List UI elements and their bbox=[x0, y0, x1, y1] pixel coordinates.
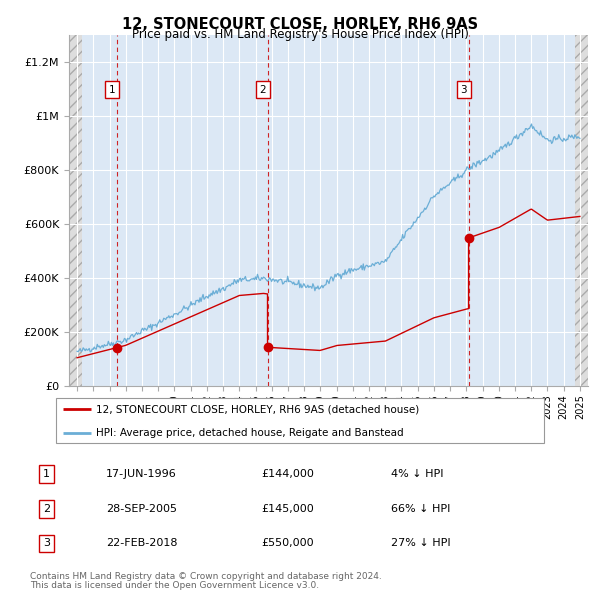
Text: 2: 2 bbox=[259, 85, 266, 95]
Text: 1: 1 bbox=[109, 85, 115, 95]
Text: This data is licensed under the Open Government Licence v3.0.: This data is licensed under the Open Gov… bbox=[30, 581, 319, 590]
Text: HPI: Average price, detached house, Reigate and Banstead: HPI: Average price, detached house, Reig… bbox=[96, 428, 403, 438]
Text: 17-JUN-1996: 17-JUN-1996 bbox=[106, 470, 176, 479]
Text: 1: 1 bbox=[43, 470, 50, 479]
Text: 2: 2 bbox=[43, 504, 50, 514]
Text: 12, STONECOURT CLOSE, HORLEY, RH6 9AS (detached house): 12, STONECOURT CLOSE, HORLEY, RH6 9AS (d… bbox=[96, 404, 419, 414]
Text: 4% ↓ HPI: 4% ↓ HPI bbox=[391, 470, 443, 479]
Text: 12, STONECOURT CLOSE, HORLEY, RH6 9AS: 12, STONECOURT CLOSE, HORLEY, RH6 9AS bbox=[122, 17, 478, 31]
Text: Contains HM Land Registry data © Crown copyright and database right 2024.: Contains HM Land Registry data © Crown c… bbox=[30, 572, 382, 581]
Text: 3: 3 bbox=[43, 539, 50, 548]
Text: 3: 3 bbox=[460, 85, 467, 95]
Text: 27% ↓ HPI: 27% ↓ HPI bbox=[391, 539, 450, 548]
FancyBboxPatch shape bbox=[56, 398, 544, 443]
Text: 66% ↓ HPI: 66% ↓ HPI bbox=[391, 504, 450, 514]
Bar bbox=[575, 35, 588, 386]
Text: Price paid vs. HM Land Registry's House Price Index (HPI): Price paid vs. HM Land Registry's House … bbox=[131, 28, 469, 41]
Bar bbox=[69, 35, 82, 386]
Text: 28-SEP-2005: 28-SEP-2005 bbox=[106, 504, 177, 514]
Text: 22-FEB-2018: 22-FEB-2018 bbox=[106, 539, 177, 548]
Text: £550,000: £550,000 bbox=[261, 539, 314, 548]
Text: £144,000: £144,000 bbox=[261, 470, 314, 479]
Text: £145,000: £145,000 bbox=[261, 504, 314, 514]
